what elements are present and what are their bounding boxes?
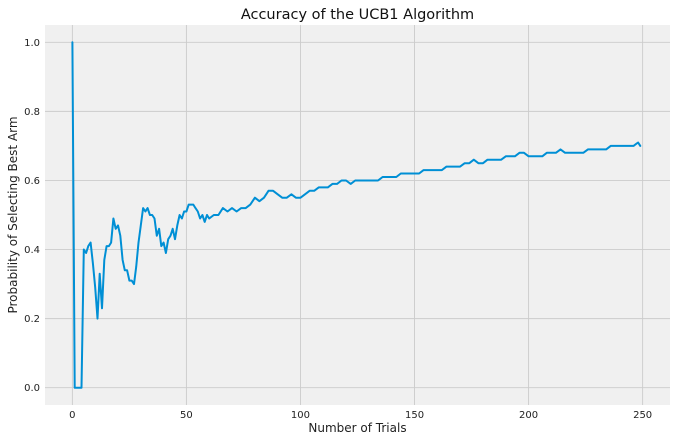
y-tick-label: 1.0: [24, 38, 40, 49]
chart-title: Accuracy of the UCB1 Algorithm: [241, 7, 474, 23]
x-tick-label: 0: [69, 410, 75, 421]
x-tick-label: 200: [519, 410, 538, 421]
y-tick-label: 0.2: [24, 314, 40, 325]
y-tick-label: 0.6: [24, 176, 40, 187]
x-axis-label: Number of Trials: [308, 421, 406, 435]
y-tick-label: 0.0: [24, 383, 40, 394]
y-tick-label: 0.8: [24, 107, 40, 118]
x-tick-label: 100: [291, 410, 310, 421]
y-tick-label: 0.4: [24, 245, 40, 256]
x-tick-label: 250: [633, 410, 652, 421]
plot-background: [45, 25, 670, 405]
y-axis-label: Probability of Selecting Best Arm: [6, 116, 20, 313]
x-tick-label: 50: [180, 410, 193, 421]
accuracy-series-line: [71, 41, 642, 389]
x-tick-label: 150: [405, 410, 424, 421]
tick-labels: 0 50 100 150 200 250 0.0 0.2 0.4 0.6 0.8 1.0: [24, 38, 652, 421]
grid-lines: [45, 25, 670, 405]
series-layer: [71, 41, 642, 389]
